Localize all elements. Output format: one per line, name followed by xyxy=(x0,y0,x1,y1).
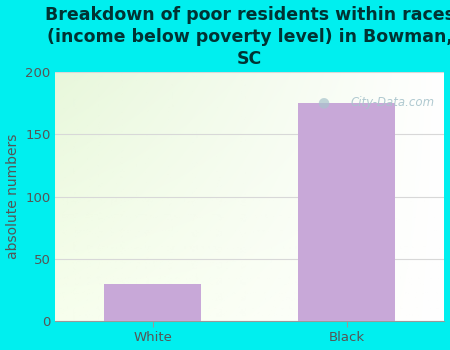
Bar xyxy=(298,103,396,321)
Title: Breakdown of poor residents within races
(income below poverty level) in Bowman,: Breakdown of poor residents within races… xyxy=(45,6,450,68)
Y-axis label: absolute numbers: absolute numbers xyxy=(5,134,19,259)
Text: City-Data.com: City-Data.com xyxy=(351,96,435,108)
Bar xyxy=(104,284,201,321)
Text: ●: ● xyxy=(317,95,329,109)
